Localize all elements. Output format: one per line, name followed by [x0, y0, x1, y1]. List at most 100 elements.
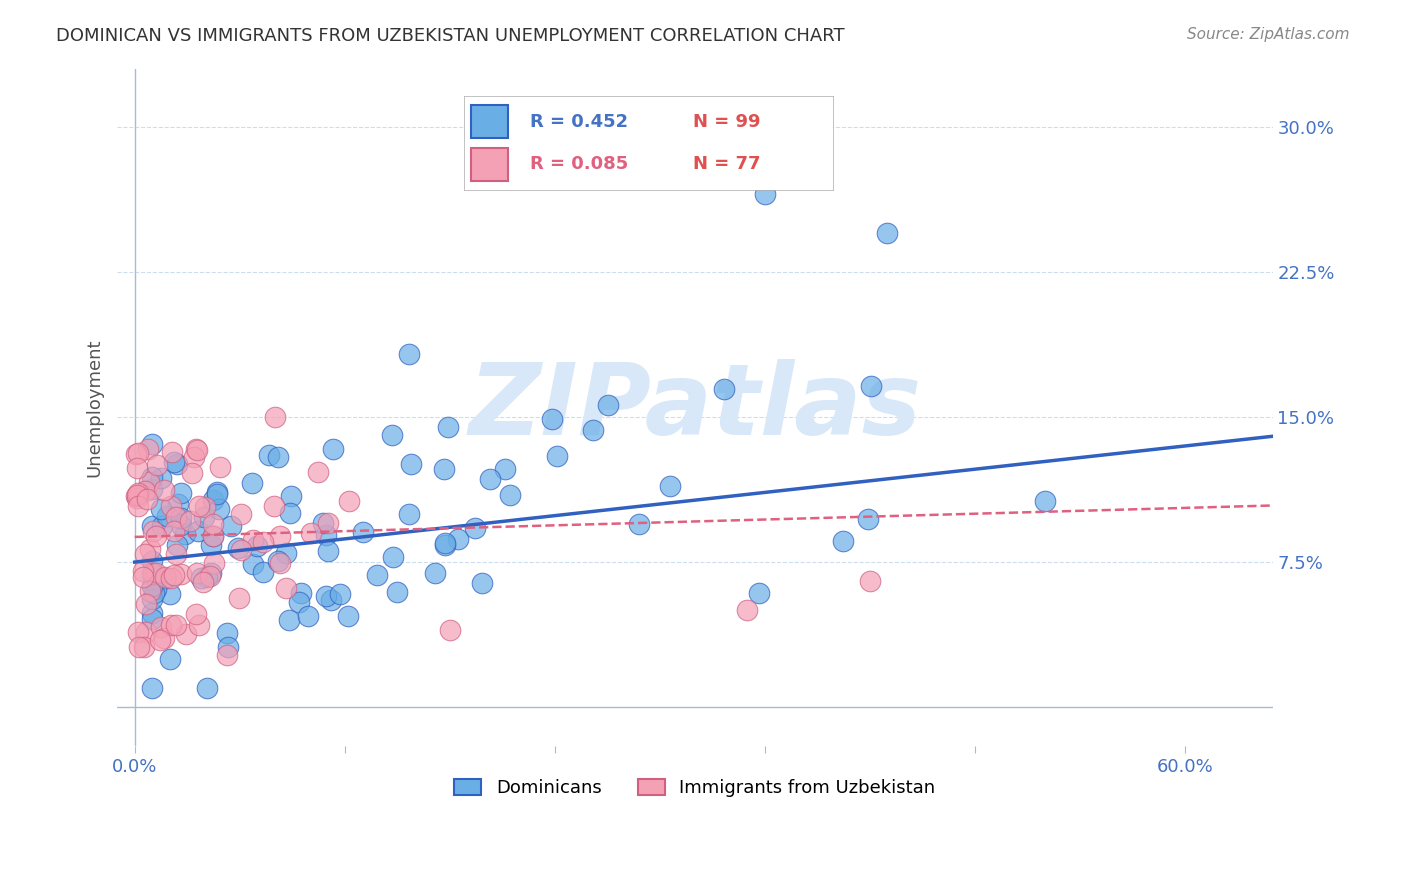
Point: [201, 529, 224, 543]
Point: [252, 534, 274, 549]
Point: [141, 681, 163, 695]
Point: [149, 471, 172, 485]
Point: [184, 442, 207, 456]
Point: [166, 497, 188, 511]
Point: [352, 525, 374, 540]
Point: [425, 566, 447, 581]
Point: [754, 187, 776, 202]
Point: [163, 524, 186, 538]
Point: [141, 606, 163, 620]
Point: [145, 566, 167, 580]
Point: [312, 516, 335, 530]
Point: [166, 537, 188, 551]
Point: [219, 519, 242, 533]
Point: [170, 518, 193, 533]
Point: [307, 465, 329, 479]
Point: [748, 585, 770, 599]
Point: [135, 492, 157, 507]
Point: [447, 532, 470, 546]
Point: [202, 529, 225, 543]
Point: [596, 398, 619, 412]
Point: [382, 549, 405, 564]
Point: [737, 603, 759, 617]
Point: [217, 640, 239, 655]
Point: [366, 567, 388, 582]
Point: [401, 457, 423, 471]
Point: [322, 442, 344, 457]
Point: [201, 516, 224, 531]
Point: [138, 475, 160, 490]
Point: [142, 524, 165, 538]
Point: [546, 449, 568, 463]
Point: [187, 618, 209, 632]
Point: [141, 518, 163, 533]
Point: [299, 526, 322, 541]
Point: [159, 651, 181, 665]
Point: [155, 571, 177, 585]
Point: [263, 500, 285, 514]
Point: [170, 566, 193, 581]
Point: [132, 564, 155, 578]
Point: [499, 488, 522, 502]
Point: [179, 514, 201, 528]
Point: [153, 570, 176, 584]
Point: [297, 608, 319, 623]
Point: [165, 547, 187, 561]
Point: [858, 512, 880, 526]
Point: [153, 631, 176, 645]
Point: [280, 489, 302, 503]
Point: [202, 556, 225, 570]
Point: [229, 542, 252, 557]
Point: [215, 648, 238, 662]
Point: [141, 470, 163, 484]
Point: [188, 500, 211, 514]
Point: [337, 493, 360, 508]
Point: [134, 547, 156, 561]
Point: [186, 442, 208, 457]
Point: [207, 485, 229, 500]
Point: [165, 618, 187, 632]
Point: [191, 574, 214, 589]
Point: [160, 618, 183, 632]
Point: [276, 546, 298, 560]
Point: [437, 419, 460, 434]
Point: [139, 542, 162, 557]
Point: [159, 571, 181, 585]
Point: [1033, 494, 1056, 508]
Point: [434, 538, 457, 552]
Point: [159, 586, 181, 600]
Point: [174, 627, 197, 641]
Point: [127, 486, 149, 500]
Point: [207, 487, 229, 501]
Point: [127, 499, 149, 513]
Point: [582, 423, 605, 437]
Point: [242, 533, 264, 548]
Legend: Dominicans, Immigrants from Uzbekistan: Dominicans, Immigrants from Uzbekistan: [447, 772, 942, 805]
Point: [464, 521, 486, 535]
Point: [141, 591, 163, 606]
Point: [190, 571, 212, 585]
Y-axis label: Unemployment: Unemployment: [86, 338, 103, 476]
Point: [193, 509, 215, 524]
Point: [859, 574, 882, 589]
Point: [277, 613, 299, 627]
Point: [141, 482, 163, 496]
Point: [859, 379, 882, 393]
Point: [381, 428, 404, 442]
Point: [145, 528, 167, 542]
Point: [127, 488, 149, 502]
Point: [173, 527, 195, 541]
Point: [141, 579, 163, 593]
Point: [135, 625, 157, 640]
Point: [217, 625, 239, 640]
Point: [134, 484, 156, 499]
Text: Source: ZipAtlas.com: Source: ZipAtlas.com: [1187, 27, 1350, 42]
Point: [163, 567, 186, 582]
Point: [136, 442, 159, 456]
Point: [433, 536, 456, 550]
Point: [162, 445, 184, 459]
Point: [329, 587, 352, 601]
Point: [149, 633, 172, 648]
Point: [263, 409, 285, 424]
Point: [202, 492, 225, 507]
